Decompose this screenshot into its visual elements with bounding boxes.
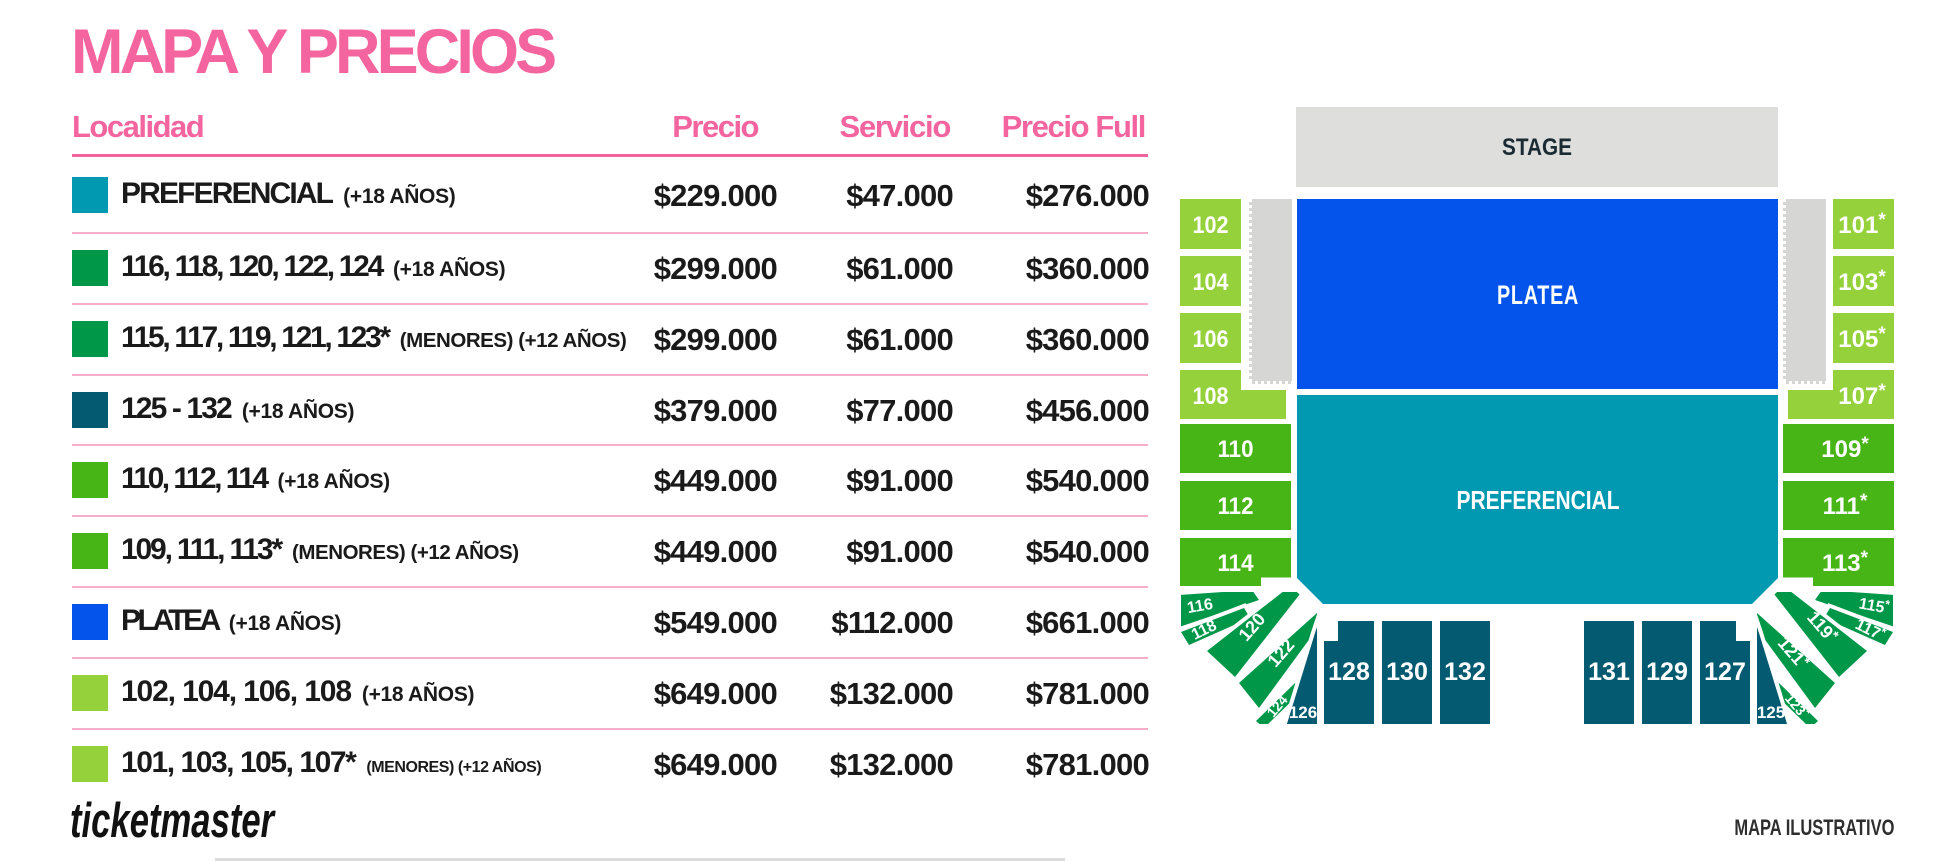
svg-text:101*: 101* <box>1838 210 1886 239</box>
svg-text:PLATEA: PLATEA <box>1497 280 1579 310</box>
svg-text:105*: 105* <box>1838 324 1886 353</box>
svg-text:130: 130 <box>1386 658 1428 686</box>
svg-text:128: 128 <box>1328 658 1370 686</box>
svg-text:102: 102 <box>1193 212 1229 239</box>
svg-text:110: 110 <box>1218 436 1254 463</box>
svg-text:129: 129 <box>1646 658 1688 686</box>
svg-text:106: 106 <box>1193 326 1229 353</box>
svg-text:131: 131 <box>1588 658 1630 686</box>
svg-text:125: 125 <box>1757 703 1785 722</box>
svg-text:107*: 107* <box>1838 381 1886 410</box>
svg-text:PREFERENCIAL: PREFERENCIAL <box>1457 485 1620 515</box>
svg-text:127: 127 <box>1704 658 1746 686</box>
svg-text:109*: 109* <box>1821 434 1869 463</box>
svg-text:104: 104 <box>1193 269 1230 296</box>
svg-text:132: 132 <box>1444 658 1486 686</box>
svg-text:108: 108 <box>1193 383 1229 410</box>
svg-text:103*: 103* <box>1838 267 1886 296</box>
svg-text:114: 114 <box>1218 550 1255 577</box>
svg-text:STAGE: STAGE <box>1502 134 1572 161</box>
svg-text:126: 126 <box>1289 703 1317 722</box>
svg-text:116: 116 <box>1186 596 1214 617</box>
svg-text:112: 112 <box>1218 493 1254 520</box>
